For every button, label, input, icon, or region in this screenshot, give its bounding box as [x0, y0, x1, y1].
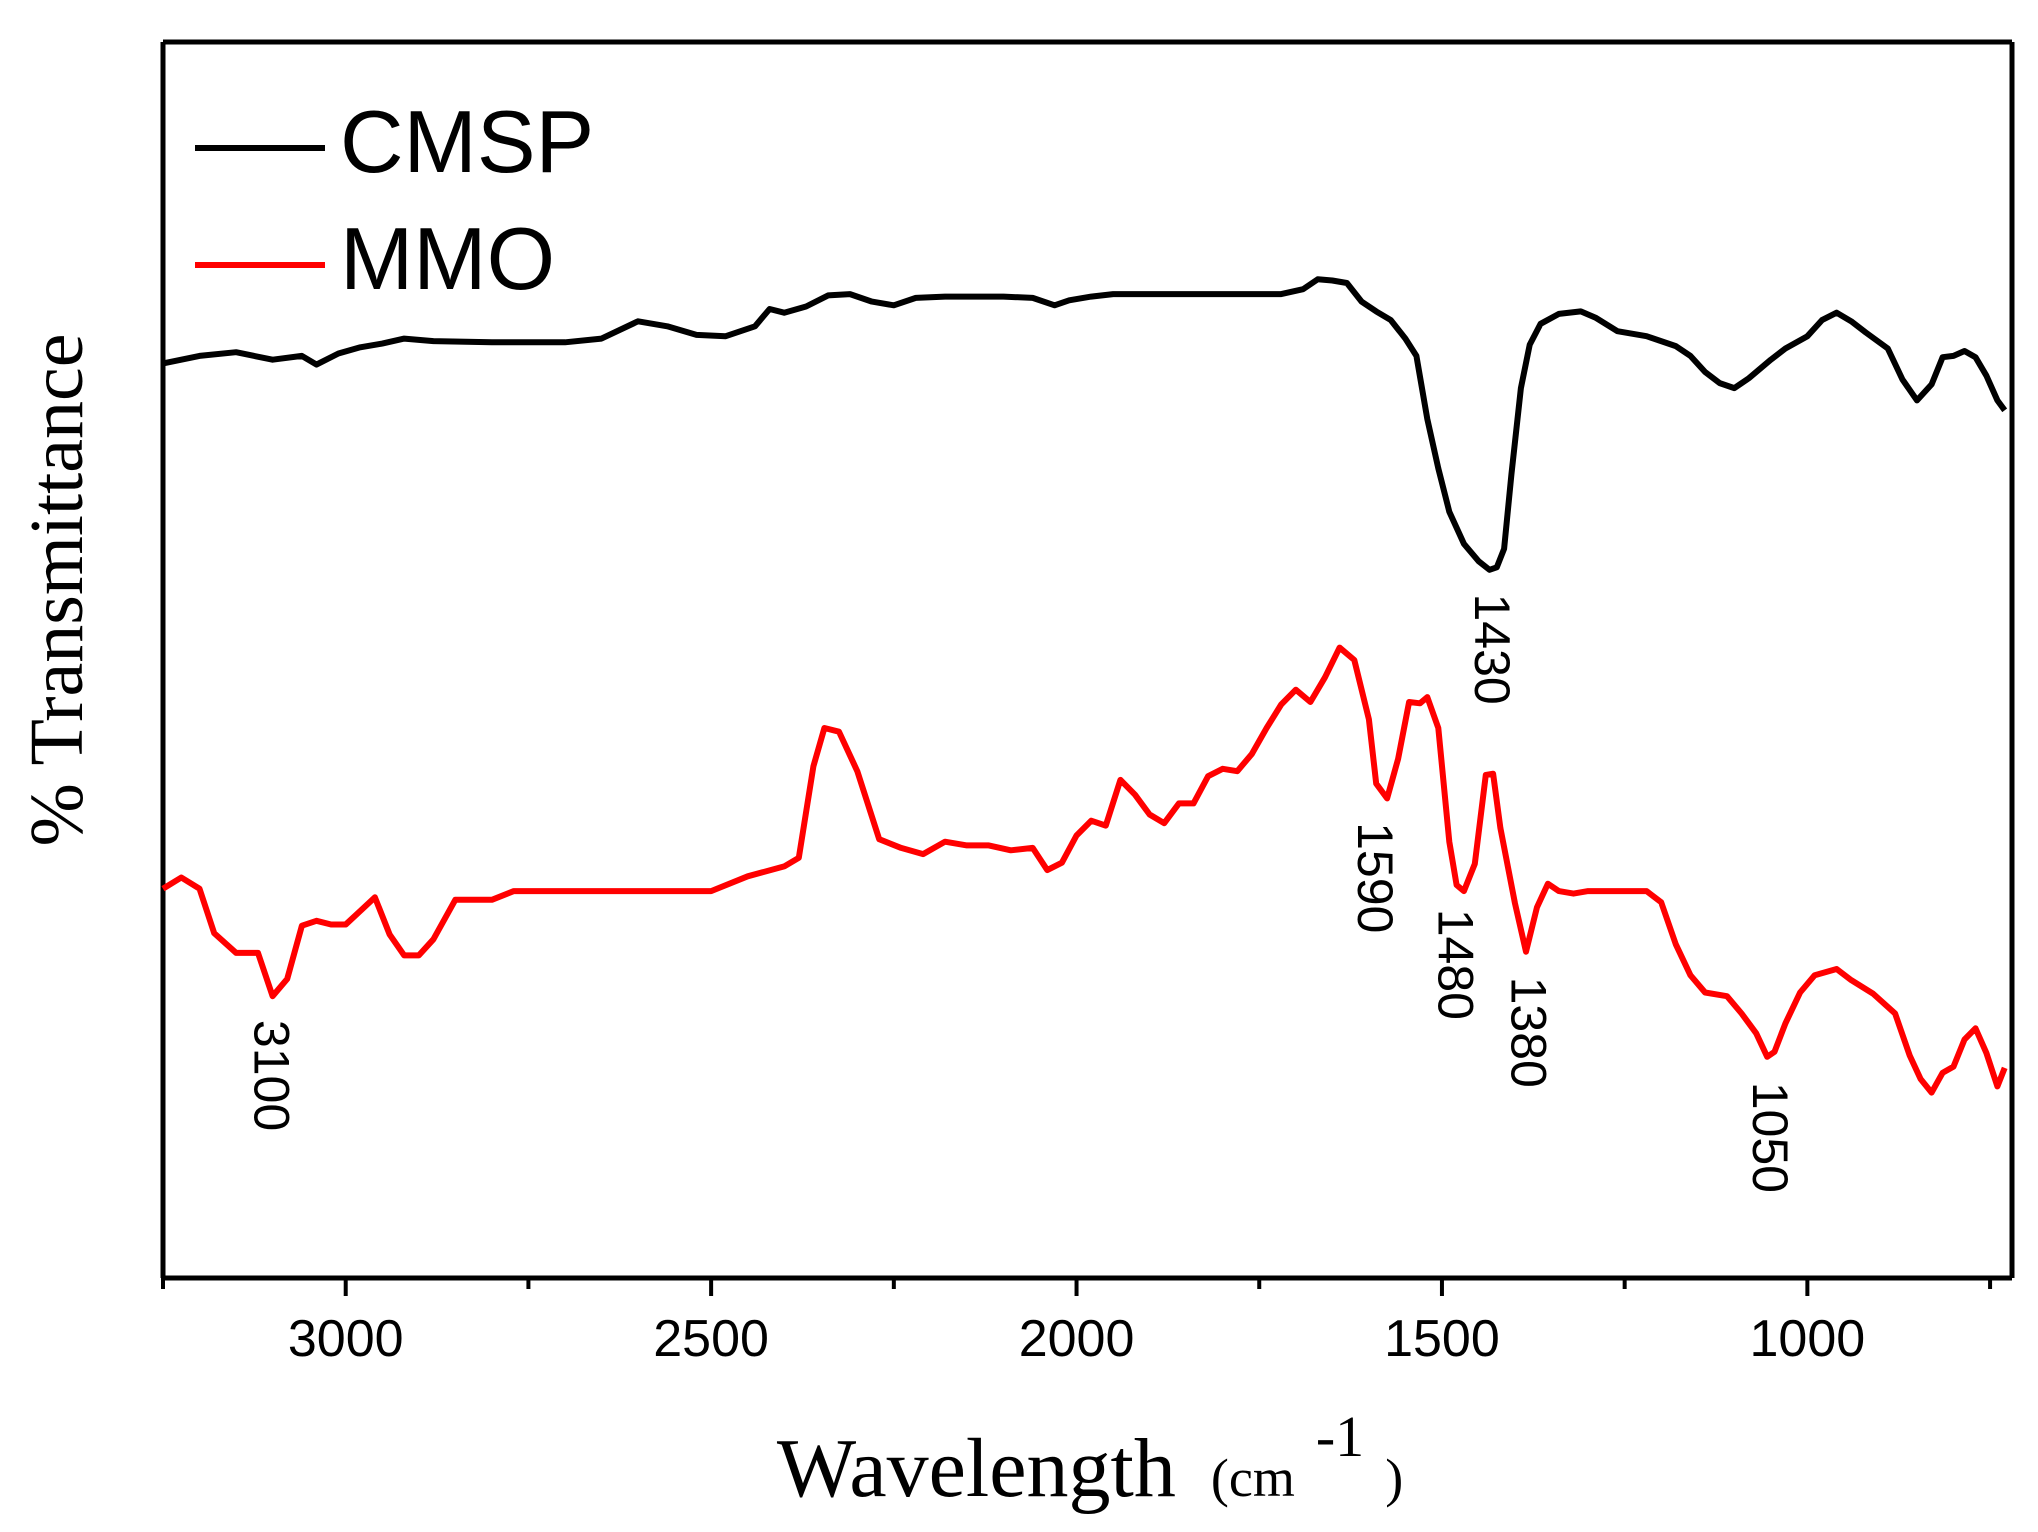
peak-label-1430: 1430 [1464, 594, 1520, 705]
series-lines [161, 276, 2008, 1096]
peak-label-1590: 1590 [1347, 822, 1403, 933]
x-ticks: 3000 2500 2000 1500 1000 [161, 1278, 1993, 1368]
peak-label-1050: 1050 [1742, 1082, 1798, 1193]
x-axis-title-main: Wavelength [777, 1422, 1176, 1515]
x-axis-unit-exponent: -1 [1316, 1404, 1364, 1469]
x-axis-unit-open: (cm [1211, 1448, 1295, 1508]
axes [160, 39, 2015, 1281]
peak-label-3100: 3100 [244, 1020, 300, 1131]
x-tick-label: 2000 [1019, 1310, 1135, 1368]
peak-label-1480: 1480 [1428, 909, 1484, 1020]
series-line-mmo [161, 644, 2008, 1096]
legend-label-mmo: MMO [340, 209, 555, 308]
peak-label-1380: 1380 [1501, 977, 1557, 1088]
peak-annotations: 1430 3100 1590 1480 1380 1050 [244, 594, 1798, 1193]
x-axis-title: Wavelength (cm -1 ) [777, 1382, 1403, 1515]
legend-label-cmsp: CMSP [340, 92, 594, 191]
x-tick-label: 2500 [653, 1310, 769, 1368]
legend: CMSP MMO [195, 92, 594, 308]
x-tick-label: 1000 [1750, 1310, 1866, 1368]
x-tick-label: 1500 [1384, 1310, 1500, 1368]
x-axis-unit-close: ) [1385, 1448, 1403, 1508]
series-line-cmsp [162, 276, 2008, 573]
y-axis-title: % Transmittance [15, 334, 99, 847]
x-tick-label: 3000 [288, 1310, 404, 1368]
